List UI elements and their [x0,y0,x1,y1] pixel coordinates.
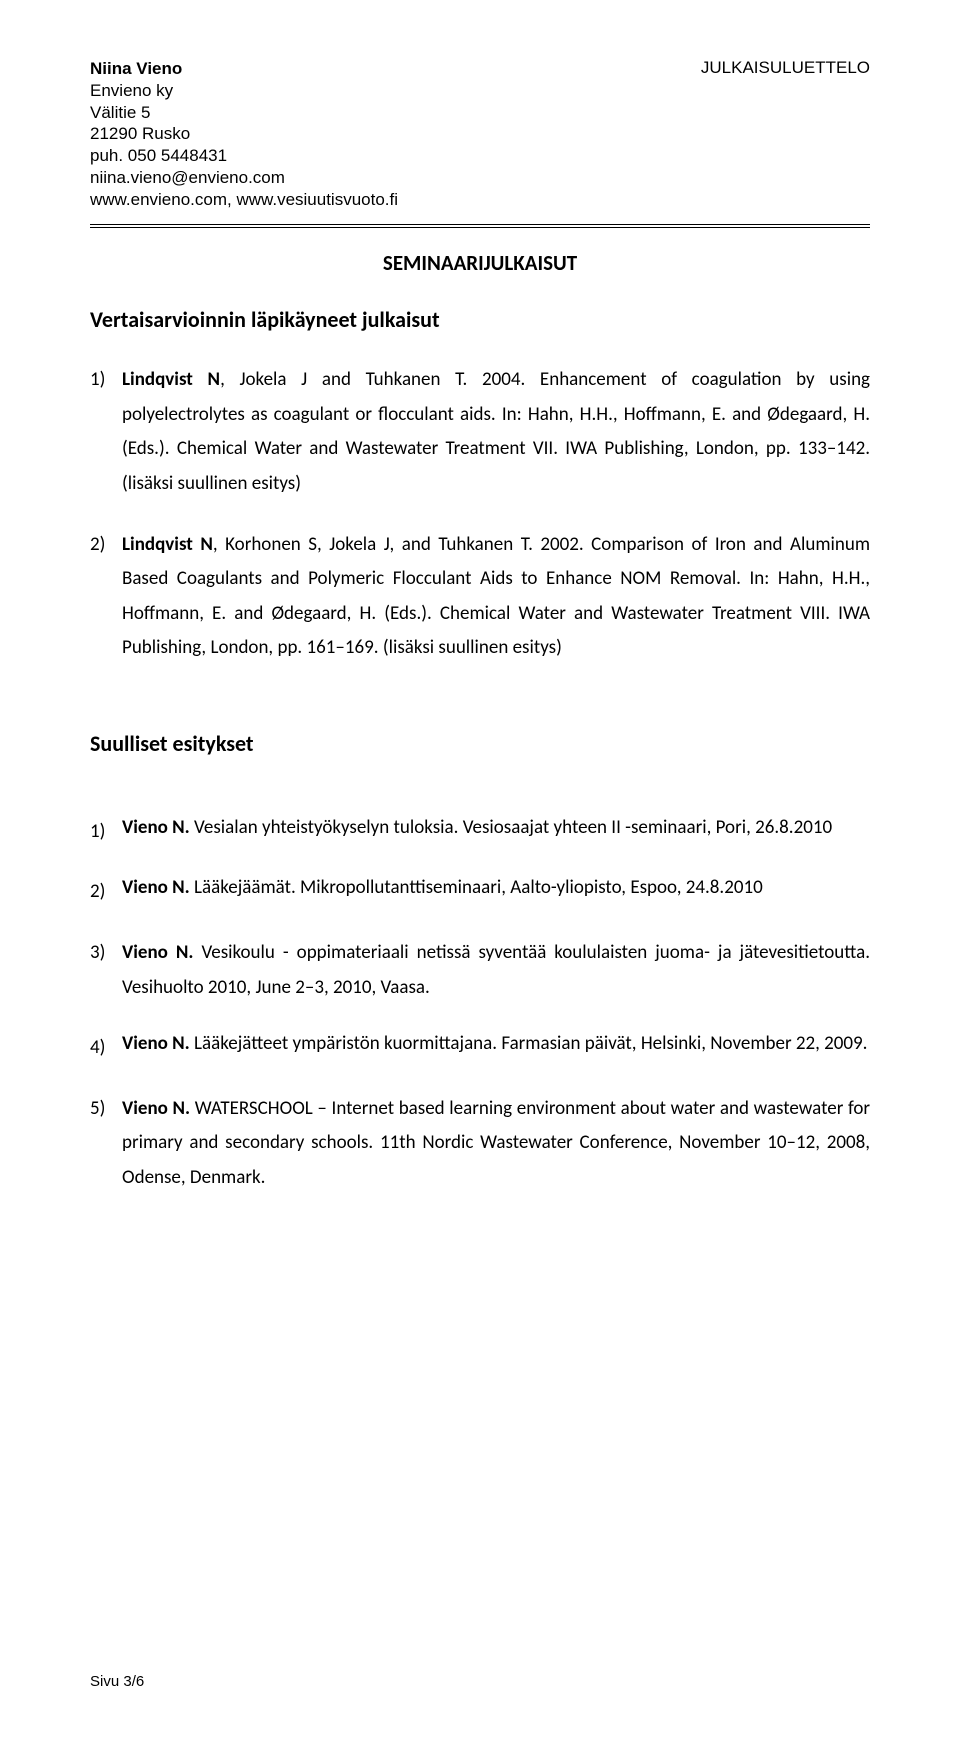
contact-web: www.envieno.com, www.vesiuutisvuoto.fi [90,189,398,211]
subheading-peer-reviewed: Vertaisarvioinnin läpikäyneet julkaisut [90,306,870,333]
contact-company: Envieno ky [90,80,398,102]
document-page: Niina Vieno Envieno ky Välitie 5 21290 R… [0,0,960,1738]
oral-entry: 1)Vieno N. Vesialan yhteistyökyselyn tul… [90,815,870,850]
peer-reviewed-entry: 2)Lindqvist N, Korhonen S, Jokela J, and… [90,528,870,666]
entry-lead-author: Vieno N. [122,1032,190,1055]
entry-number: 2) [90,528,122,666]
contact-street: Välitie 5 [90,102,398,124]
entry-lead-author: Lindqvist N [122,533,213,556]
section-title: SEMINAARIJULKAISUT [90,250,870,276]
peer-reviewed-list: 1)Lindqvist N, Jokela J and Tuhkanen T. … [90,363,870,666]
entry-number: 3) [90,936,122,1005]
subheading-oral: Suulliset esitykset [90,730,870,757]
entry-lead-author: Vieno N. [122,941,193,964]
entry-rest: Lääkejäämät. Mikropollutanttiseminaari, … [190,876,763,899]
entry-lead-author: Vieno N. [122,1097,190,1120]
peer-reviewed-entry: 1)Lindqvist N, Jokela J and Tuhkanen T. … [90,363,870,501]
contact-email: niina.vieno@envieno.com [90,167,398,189]
entry-body: Lindqvist N, Jokela J and Tuhkanen T. 20… [122,363,870,501]
entry-number: 4) [90,1031,122,1066]
entry-lead-author: Lindqvist N [122,368,220,391]
entry-number: 1) [90,815,122,850]
oral-entry: 4)Vieno N. Lääkejätteet ympäristön kuorm… [90,1031,870,1066]
entry-number: 2) [90,875,122,910]
header-rule-thick [90,224,870,225]
page-footer: Sivu 3/6 [90,1673,144,1690]
entry-number: 5) [90,1092,122,1196]
header-rule-thin [90,227,870,228]
entry-body: Vieno N. Vesialan yhteistyökyselyn tulok… [122,815,870,850]
entry-lead-author: Vieno N. [122,816,190,839]
entry-rest: Lääkejätteet ympäristön kuormittajana. F… [190,1032,868,1055]
header-row: Niina Vieno Envieno ky Välitie 5 21290 R… [90,58,870,210]
entry-rest: , Jokela J and Tuhkanen T. 2004. Enhance… [122,368,870,495]
contact-phone: puh. 050 5448431 [90,145,398,167]
entry-rest: WATERSCHOOL – Internet based learning en… [122,1097,870,1189]
contact-block: Niina Vieno Envieno ky Välitie 5 21290 R… [90,58,398,210]
entry-number: 1) [90,363,122,501]
oral-presentation-list: 1)Vieno N. Vesialan yhteistyökyselyn tul… [90,815,870,1196]
oral-entry: 5)Vieno N. WATERSCHOOL – Internet based … [90,1092,870,1196]
entry-body: Vieno N. WATERSCHOOL – Internet based le… [122,1092,870,1196]
entry-body: Lindqvist N, Korhonen S, Jokela J, and T… [122,528,870,666]
entry-body: Vieno N. Lääkejätteet ympäristön kuormit… [122,1031,870,1066]
entry-body: Vieno N. Lääkejäämät. Mikropollutanttise… [122,875,870,910]
document-type-label: JULKAISULUETTELO [701,58,870,78]
oral-entry: 3)Vieno N. Vesikoulu - oppimateriaali ne… [90,936,870,1005]
contact-postal: 21290 Rusko [90,123,398,145]
entry-rest: , Korhonen S, Jokela J, and Tuhkanen T. … [122,533,870,660]
entry-rest: Vesikoulu - oppimateriaali netissä syven… [122,941,870,999]
entry-lead-author: Vieno N. [122,876,190,899]
contact-name: Niina Vieno [90,58,398,80]
entry-rest: Vesialan yhteistyökyselyn tuloksia. Vesi… [190,816,832,839]
oral-entry: 2)Vieno N. Lääkejäämät. Mikropollutantti… [90,875,870,910]
entry-body: Vieno N. Vesikoulu - oppimateriaali neti… [122,936,870,1005]
